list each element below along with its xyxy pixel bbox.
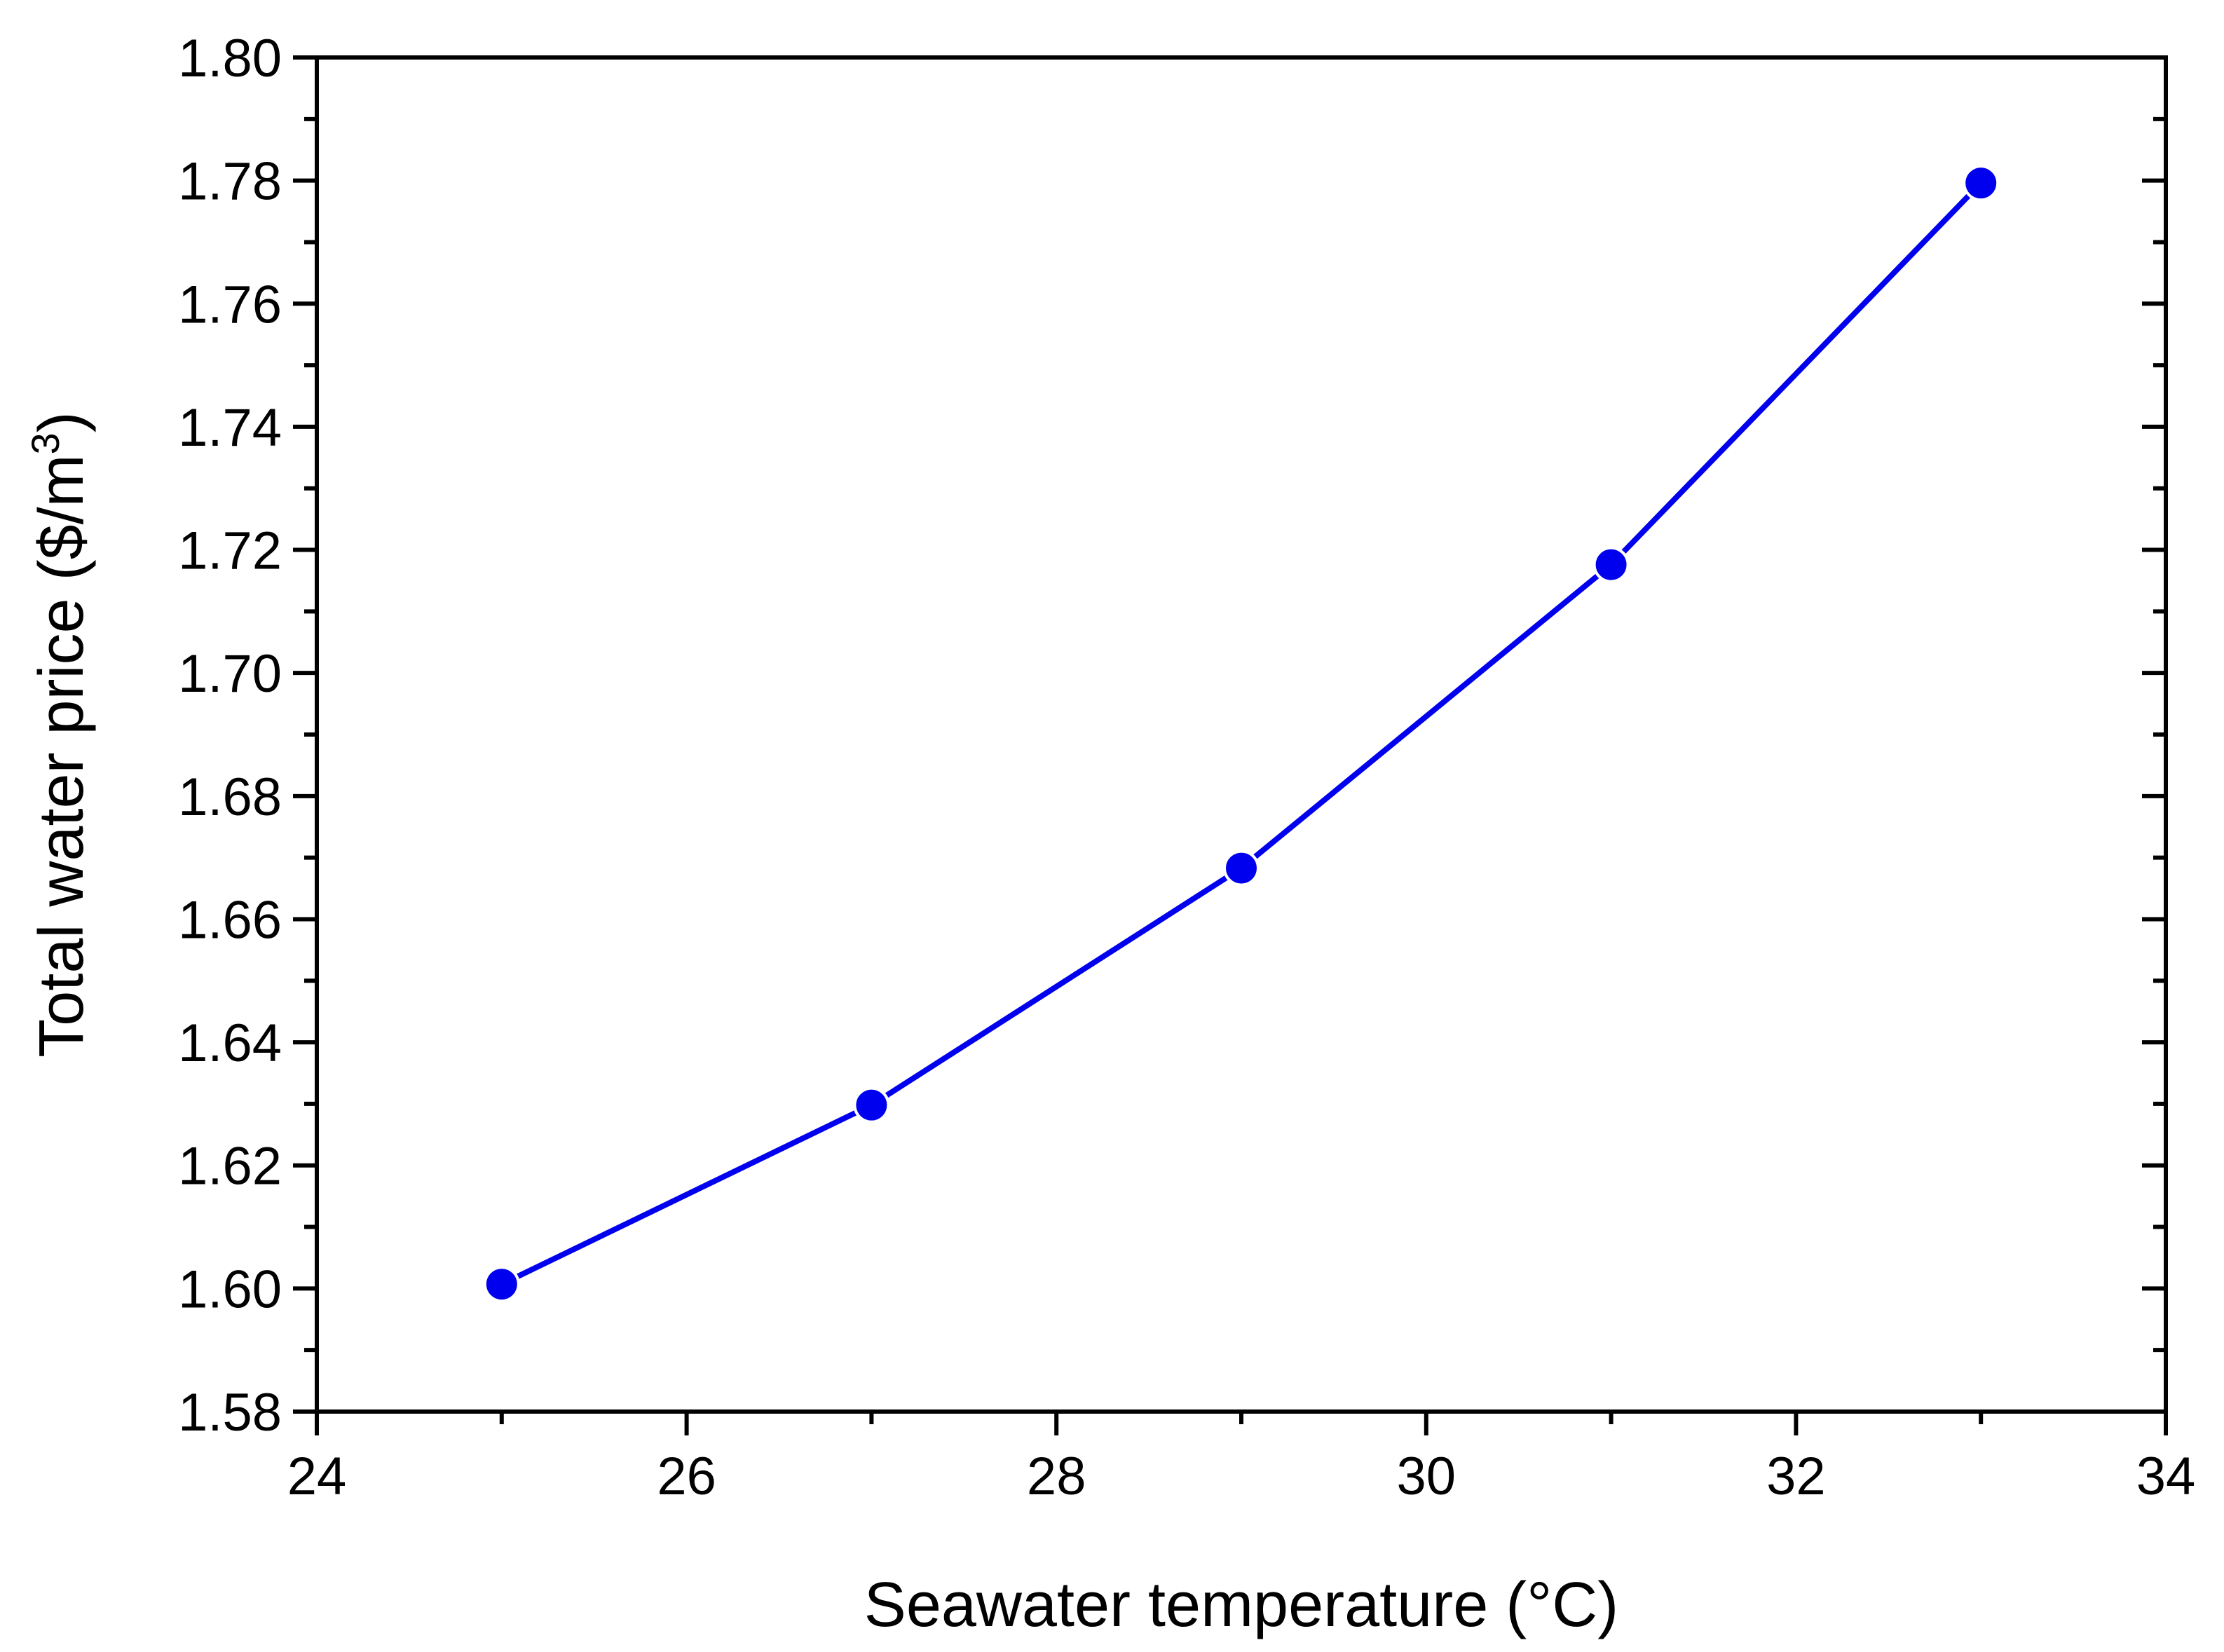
- y-tick-label: 1.70: [178, 644, 282, 704]
- y-tick-label: 1.74: [178, 398, 282, 458]
- y-tick-label: 1.78: [178, 152, 282, 212]
- plot-frame: [315, 55, 2168, 1414]
- data-point: [853, 1086, 890, 1124]
- y-tick-label: 1.64: [178, 1013, 282, 1073]
- data-point: [1592, 546, 1630, 583]
- y-axis-tick-labels: 1.58 1.60 1.62 1.64 1.66 1.68 1.70 1.72 1.74 1.76…: [178, 29, 282, 1442]
- data-point: [1963, 165, 2000, 202]
- y-tick-label: 1.80: [178, 29, 282, 88]
- data-point: [483, 1266, 520, 1303]
- y-tick-label: 1.62: [178, 1137, 282, 1196]
- x-tick-label: 24: [287, 1447, 347, 1506]
- x-tick-label: 34: [2136, 1447, 2196, 1506]
- x-tick-label: 26: [657, 1447, 716, 1506]
- series-layer: [483, 165, 2000, 1303]
- y-axis-title: Total water price ($/m3): [23, 411, 97, 1057]
- x-tick-label: 32: [1766, 1447, 1826, 1506]
- y-axis-title-close: ): [27, 411, 97, 432]
- y-axis-title-superscript: 3: [23, 432, 67, 454]
- y-tick-label: 1.60: [178, 1260, 282, 1319]
- x-tick-label: 28: [1027, 1447, 1086, 1506]
- y-tick-label: 1.76: [178, 275, 282, 334]
- y-axis-title-text: Total water price ($/m: [27, 454, 97, 1057]
- y-tick-label: 1.58: [178, 1383, 282, 1442]
- y-tick-label: 1.72: [178, 521, 282, 581]
- y-tick-label: 1.66: [178, 890, 282, 950]
- y-tick-label: 1.68: [178, 767, 282, 827]
- x-axis-title: Seawater temperature (°C): [864, 1570, 1618, 1640]
- x-axis-tick-labels: 24 26 28 30 32 34: [287, 1447, 2196, 1506]
- data-point: [1223, 849, 1260, 887]
- x-tick-label: 30: [1397, 1447, 1456, 1506]
